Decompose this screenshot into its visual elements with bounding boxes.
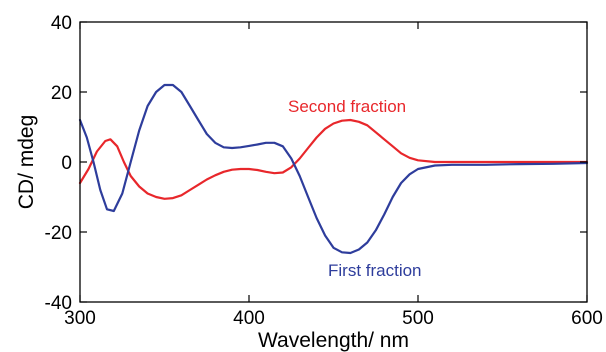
y-tick-label: 40: [51, 13, 72, 34]
x-tick-label: 400: [233, 308, 265, 329]
x-tick-label: 500: [402, 308, 434, 329]
x-tick-label: 300: [64, 308, 96, 329]
x-axis-title: Wavelength/ nm: [258, 329, 409, 352]
y-tick-label: 0: [61, 153, 72, 174]
x-tick-label: 600: [571, 308, 603, 329]
y-tick-label: 20: [51, 83, 72, 104]
y-axis-title: CD/ mdeg: [15, 115, 38, 210]
y-tick-label: -40: [45, 293, 72, 314]
y-tick-label: -20: [45, 223, 72, 244]
series-line-second-fraction: [78, 118, 589, 200]
series-label-first-fraction: First fraction: [328, 261, 422, 280]
plot-area: [78, 83, 589, 255]
series-label-second-fraction: Second fraction: [288, 97, 406, 116]
series-line-first-fraction: [78, 83, 589, 255]
y-axis: -40 -20 0 20 40: [45, 13, 587, 314]
x-axis: 300 400 500 600: [64, 22, 603, 329]
